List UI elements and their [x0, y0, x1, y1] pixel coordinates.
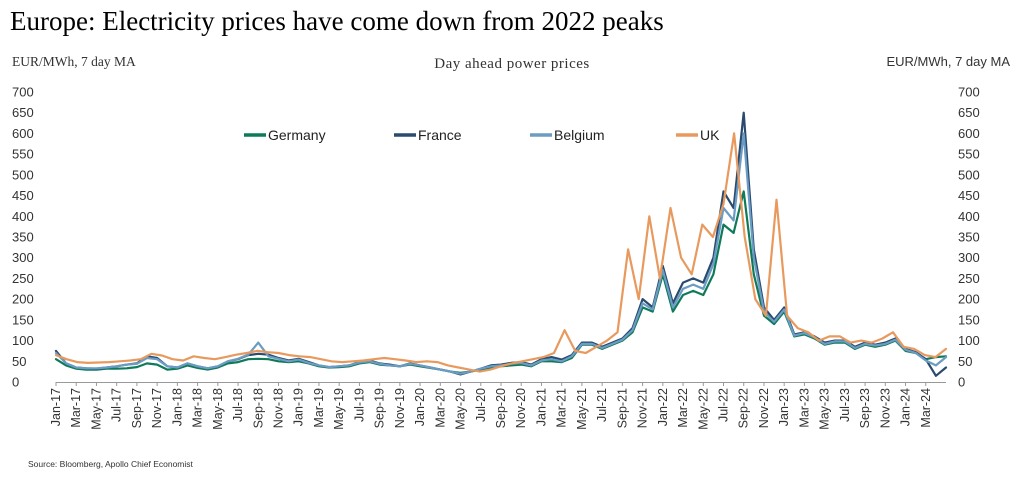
x-tick-label: May-22 — [696, 388, 710, 430]
y-tick-label-right: 0 — [958, 375, 965, 390]
x-tick-label: Jan-20 — [413, 388, 427, 426]
x-tick-label: May-23 — [818, 388, 832, 430]
y-tick-label-right: 500 — [958, 167, 980, 182]
x-tick-label: Sep-20 — [494, 388, 508, 428]
x-tick-label: Jul-19 — [352, 388, 366, 422]
series-line-belgium — [54, 132, 948, 375]
x-tick-label: Jul-17 — [110, 388, 124, 422]
x-tick-label: Nov-18 — [272, 388, 286, 428]
y-tick-label-right: 200 — [958, 292, 980, 307]
x-tick-label: Jul-23 — [838, 388, 852, 422]
y-tick-label-left: 700 — [12, 85, 34, 100]
x-tick-label: Sep-18 — [251, 388, 265, 428]
y-tick-label-right: 100 — [958, 333, 980, 348]
x-tick-label: Mar-22 — [676, 388, 690, 428]
y-tick-label-right: 400 — [958, 209, 980, 224]
legend-label-france: France — [418, 127, 462, 143]
y-tick-label-right: 450 — [958, 188, 980, 203]
x-tick-label: Jul-18 — [231, 388, 245, 422]
x-tick-label: Mar-21 — [555, 388, 569, 428]
x-tick-label: Jan-22 — [656, 388, 670, 426]
x-tick-label: Jan-24 — [899, 388, 913, 426]
x-tick-label: Nov-22 — [757, 388, 771, 428]
y-tick-label-left: 200 — [12, 292, 34, 307]
legend-label-germany: Germany — [268, 127, 326, 143]
x-tick-label: Mar-17 — [69, 388, 83, 428]
y-tick-label-right: 250 — [958, 271, 980, 286]
legend: Germany France Belgium UK — [244, 127, 720, 143]
x-tick-label: Nov-17 — [150, 388, 164, 428]
y-tick-label-right: 300 — [958, 250, 980, 265]
y-tick-label-left: 650 — [12, 105, 34, 120]
x-tick-label: Nov-19 — [393, 388, 407, 428]
x-tick-label: Sep-21 — [615, 388, 629, 428]
y-tick-label-right: 700 — [958, 85, 980, 100]
x-tick-label: Jan-21 — [534, 388, 548, 426]
x-tick-label: May-20 — [454, 388, 468, 430]
y-tick-label-right: 350 — [958, 230, 980, 245]
x-tick-label: Sep-23 — [858, 388, 872, 428]
x-tick-label: Jul-22 — [717, 388, 731, 422]
x-tick-label: May-19 — [332, 388, 346, 430]
y-tick-label-left: 0 — [12, 375, 19, 390]
x-tick-label: Nov-23 — [878, 388, 892, 428]
chart-subtitle: Day ahead power prices — [434, 56, 590, 72]
x-tick-label: Sep-17 — [130, 388, 144, 428]
x-tick-label: Mar-23 — [797, 388, 811, 428]
x-tick-label: Mar-24 — [919, 388, 933, 428]
y-tick-label-right: 50 — [958, 354, 972, 369]
legend-label-belgium: Belgium — [554, 127, 605, 143]
y-tick-label-left: 600 — [12, 126, 34, 141]
x-tick-label: Jan-17 — [49, 388, 63, 426]
series-line-uk — [54, 132, 948, 373]
y-tick-label-left: 500 — [12, 167, 34, 182]
y-tick-label-left: 250 — [12, 271, 34, 286]
x-tick-label: Nov-21 — [636, 388, 650, 428]
legend-label-uk: UK — [700, 127, 720, 143]
y-tick-label-left: 350 — [12, 230, 34, 245]
series-line-germany — [54, 190, 948, 374]
series-lines — [54, 111, 948, 377]
y-tick-label-right: 650 — [958, 105, 980, 120]
y-tick-label-left: 150 — [12, 312, 34, 327]
x-tick-label: Jul-20 — [474, 388, 488, 422]
x-tick-label: Jan-18 — [170, 388, 184, 426]
y-axis-right: 0 50 100 150 200 250 300 350 400 450 500 550 600 650 7… — [958, 85, 980, 390]
x-tick-label: May-21 — [575, 388, 589, 430]
y-axis-left: 0 50 100 150 200 250 300 350 400 450 500 550 600 650 7… — [12, 85, 34, 390]
chart-title: Europe: Electricity prices have come dow… — [10, 6, 664, 36]
x-tick-label: Sep-22 — [737, 388, 751, 428]
y-tick-label-left: 100 — [12, 333, 34, 348]
x-tick-label: Jan-23 — [777, 388, 791, 426]
x-tick-label: Sep-19 — [373, 388, 387, 428]
x-axis: Jan-17 Mar-17 May-17 Jul-17 Sep-17 Nov-17 Jan-… — [49, 382, 946, 430]
x-tick-label: Mar-20 — [433, 388, 447, 428]
y-tick-label-left: 550 — [12, 147, 34, 162]
x-tick-label: Mar-18 — [191, 388, 205, 428]
x-tick-label: May-17 — [89, 388, 103, 430]
y-tick-label-left: 50 — [12, 354, 26, 369]
y-tick-label-right: 600 — [958, 126, 980, 141]
y-tick-label-right: 550 — [958, 147, 980, 162]
x-tick-label: Jan-19 — [292, 388, 306, 426]
x-tick-label: Nov-20 — [514, 388, 528, 428]
y-tick-label-right: 150 — [958, 312, 980, 327]
y-tick-label-left: 450 — [12, 188, 34, 203]
y-tick-label-left: 400 — [12, 209, 34, 224]
x-tick-label: May-18 — [211, 388, 225, 430]
x-tick-label: Jul-21 — [595, 388, 609, 422]
y-tick-label-left: 300 — [12, 250, 34, 265]
y-axis-unit-right: EUR/MWh, 7 day MA — [886, 54, 1010, 69]
source-note: Source: Bloomberg, Apollo Chief Economis… — [28, 459, 193, 469]
x-tick-label: Mar-19 — [312, 388, 326, 428]
y-axis-unit-left: EUR/MWh, 7 day MA — [12, 54, 136, 69]
